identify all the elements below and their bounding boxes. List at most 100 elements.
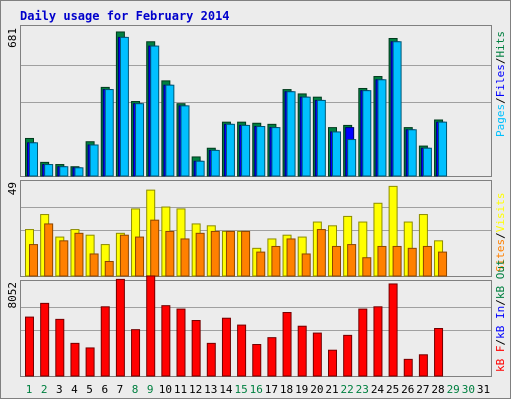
bar-sites-day-20: [316, 229, 326, 277]
day-label-21: 21: [325, 383, 338, 396]
bar-kbf-day-10: [161, 305, 171, 377]
bars-layer: [25, 31, 448, 377]
bar-pages-day-23: [362, 90, 372, 177]
day-label-19: 19: [295, 383, 308, 396]
bar-sites-day-18: [286, 238, 296, 277]
bar-kbf-day-15: [237, 324, 247, 377]
bar-kbf-day-6: [100, 306, 110, 377]
bar-sites-day-21: [332, 245, 341, 277]
bar-pages-day-24: [377, 79, 387, 177]
day-label-11: 11: [174, 383, 187, 396]
bar-kbf-day-4: [70, 342, 80, 377]
legend-bottom-part-1: /: [494, 339, 507, 346]
day-label-5: 5: [86, 383, 93, 396]
day-label-23: 23: [356, 383, 369, 396]
bar-sites-day-28: [438, 251, 448, 277]
bar-kbf-day-12: [191, 320, 201, 377]
bar-pages-day-15: [241, 124, 251, 177]
legend-bottom-part-3: /: [494, 299, 507, 306]
bar-sites-day-15: [241, 230, 251, 277]
legend-middle-part-0: Sites: [494, 239, 507, 272]
bar-sites-day-13: [210, 230, 220, 277]
bar-kbf-day-1: [25, 316, 34, 377]
bar-pages-day-18: [286, 91, 296, 177]
day-label-17: 17: [265, 383, 278, 396]
bar-pages-day-3: [59, 166, 69, 177]
bar-sites-day-25: [392, 245, 402, 277]
legend-bottom-part-2: kB In: [494, 306, 507, 339]
legend-middle-part-1: /: [494, 232, 507, 239]
day-label-29: 29: [447, 383, 460, 396]
legend-hits-files-pages: Pages/Files/Hits: [494, 31, 507, 137]
day-label-24: 24: [371, 383, 385, 396]
bar-sites-day-16: [256, 251, 266, 277]
bar-kbf-day-19: [297, 325, 307, 377]
legend-sites-visits: Sites/Visits: [494, 193, 507, 273]
bar-kbf-day-17: [267, 337, 277, 377]
bar-kbf-day-26: [403, 358, 413, 377]
legend-middle-part-2: Visits: [494, 193, 507, 233]
day-label-9: 9: [147, 383, 154, 396]
bar-sites-day-8: [135, 236, 145, 277]
day-label-27: 27: [416, 383, 429, 396]
bar-pages-day-22: [347, 139, 357, 177]
legend-top-text: Pages/Files/Hits: [494, 31, 507, 137]
chart-title: Daily usage for February 2014: [20, 9, 230, 23]
bar-sites-day-5: [89, 253, 99, 277]
day-label-1: 1: [26, 383, 33, 396]
ymax-label-hits: 681: [6, 28, 19, 48]
bar-kbf-day-23: [358, 308, 368, 377]
legend-top-part-2: Files: [494, 64, 507, 97]
bar-sites-day-10: [165, 230, 175, 277]
bar-pages-day-9: [150, 45, 160, 177]
bar-sites-day-3: [59, 240, 69, 277]
legend-top-part-4: Hits: [494, 31, 507, 58]
day-label-31: 31: [477, 383, 490, 396]
bar-pages-day-1: [29, 142, 38, 177]
bar-pages-day-4: [74, 167, 84, 177]
bar-kbf-day-16: [252, 344, 262, 377]
bar-pages-day-21: [332, 131, 341, 177]
bar-sites-day-12: [195, 232, 205, 277]
bar-pages-day-25: [392, 41, 402, 177]
bar-sites-day-6: [104, 260, 114, 277]
day-label-28: 28: [431, 383, 444, 396]
legend-top-part-3: /: [494, 58, 507, 65]
day-label-8: 8: [132, 383, 139, 396]
bar-pages-day-7: [119, 36, 129, 177]
bar-kbf-day-27: [418, 354, 428, 377]
bar-sites-day-22: [347, 244, 357, 277]
bar-sites-day-2: [44, 223, 54, 277]
day-label-4: 4: [71, 383, 78, 396]
legend-top-part-0: Pages: [494, 104, 507, 137]
bar-pages-day-2: [44, 164, 54, 177]
bar-sites-day-14: [225, 230, 235, 277]
bar-pages-day-6: [104, 89, 114, 177]
day-label-7: 7: [117, 383, 124, 396]
bar-pages-day-5: [89, 144, 99, 177]
legend-top-part-1: /: [494, 97, 507, 104]
bar-sites-day-7: [119, 234, 129, 277]
day-label-6: 6: [101, 383, 108, 396]
day-label-13: 13: [204, 383, 217, 396]
bar-kbf-day-24: [373, 306, 383, 377]
bar-pages-day-17: [271, 127, 281, 177]
bar-pages-day-10: [165, 84, 175, 177]
bar-pages-day-28: [438, 121, 448, 177]
bar-sites-day-26: [407, 247, 417, 277]
day-label-3: 3: [56, 383, 63, 396]
legend-bottom-part-0: kB F: [494, 346, 507, 373]
day-label-18: 18: [280, 383, 293, 396]
bar-sites-day-9: [150, 219, 160, 277]
bar-kbf-day-20: [312, 332, 322, 377]
bar-kbf-day-28: [434, 328, 444, 377]
bar-sites-day-17: [271, 245, 281, 277]
legend-kb: kB F/kB In/kB Out: [494, 259, 507, 372]
bar-pages-day-27: [422, 147, 432, 177]
bar-pages-day-14: [225, 123, 235, 177]
bar-kbf-day-2: [40, 302, 50, 377]
day-label-30: 30: [462, 383, 475, 396]
bar-sites-day-11: [180, 238, 190, 277]
